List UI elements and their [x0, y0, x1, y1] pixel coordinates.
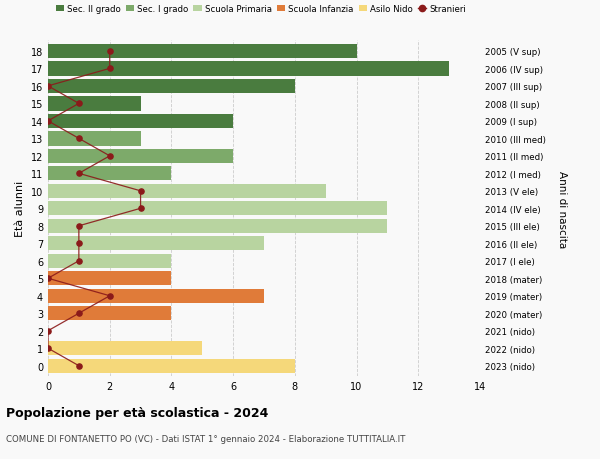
Point — [74, 170, 83, 178]
Point — [105, 48, 115, 56]
Point — [43, 118, 53, 125]
Bar — [48, 62, 449, 76]
Bar — [48, 45, 356, 59]
Point — [74, 257, 83, 265]
Bar — [48, 132, 140, 146]
Legend: Sec. II grado, Sec. I grado, Scuola Primaria, Scuola Infanzia, Asilo Nido, Stran: Sec. II grado, Sec. I grado, Scuola Prim… — [52, 2, 469, 18]
Point — [105, 292, 115, 300]
Point — [136, 205, 145, 213]
Point — [43, 83, 53, 90]
Bar — [48, 341, 202, 356]
Point — [43, 275, 53, 282]
Text: COMUNE DI FONTANETTO PO (VC) - Dati ISTAT 1° gennaio 2024 - Elaborazione TUTTITA: COMUNE DI FONTANETTO PO (VC) - Dati ISTA… — [6, 434, 406, 443]
Bar — [48, 97, 140, 111]
Point — [74, 223, 83, 230]
Point — [105, 66, 115, 73]
Y-axis label: Età alunni: Età alunni — [15, 181, 25, 237]
Bar — [48, 202, 388, 216]
Bar — [48, 167, 172, 181]
Bar — [48, 219, 388, 234]
Point — [105, 153, 115, 160]
Point — [74, 310, 83, 317]
Text: Popolazione per età scolastica - 2024: Popolazione per età scolastica - 2024 — [6, 406, 268, 419]
Bar — [48, 289, 264, 303]
Bar — [48, 359, 295, 373]
Y-axis label: Anni di nascita: Anni di nascita — [557, 170, 567, 247]
Point — [43, 345, 53, 352]
Point — [43, 327, 53, 335]
Bar — [48, 236, 264, 251]
Bar — [48, 114, 233, 129]
Bar — [48, 271, 172, 286]
Point — [136, 188, 145, 195]
Bar — [48, 149, 233, 164]
Point — [74, 240, 83, 247]
Point — [74, 362, 83, 369]
Bar — [48, 79, 295, 94]
Bar — [48, 254, 172, 269]
Bar — [48, 307, 172, 321]
Point — [74, 135, 83, 143]
Bar — [48, 184, 326, 199]
Point — [74, 101, 83, 108]
